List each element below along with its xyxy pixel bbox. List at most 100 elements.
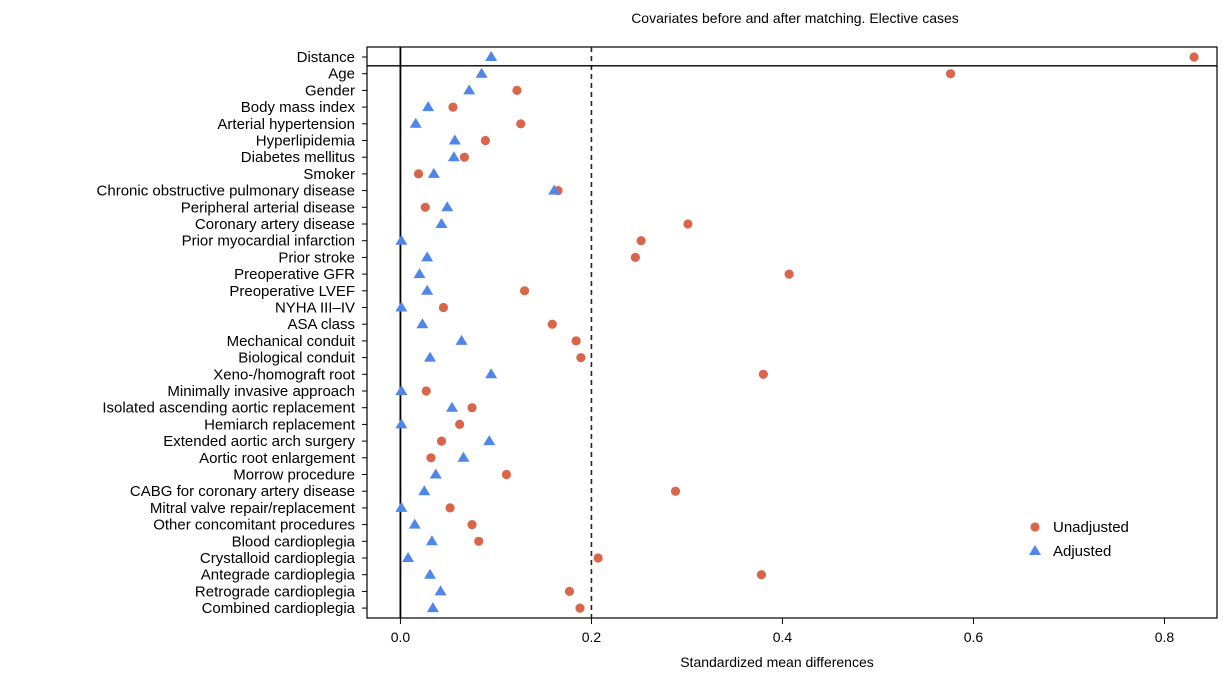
y-tick-label: Antegrade cardioplegia [201,567,356,584]
point-unadjusted [576,353,586,363]
point-adjusted [446,401,458,412]
y-tick-label: Other concomitant procedures [153,517,355,534]
point-unadjusted [448,102,458,112]
y-tick-label: Diabetes mellitus [241,149,355,166]
point-adjusted [435,218,448,228]
point-adjusted [455,334,468,345]
point-adjusted [395,418,408,429]
point-unadjusted [564,586,575,597]
y-tick-label: Preoperative LVEF [229,283,355,300]
x-tick-label: 0.4 [773,629,793,645]
data-points [395,51,1199,613]
x-tick-label: 0.8 [1155,629,1175,645]
point-unadjusted [436,436,447,446]
y-tick-label: ASA class [287,316,355,333]
y-tick-label: Age [328,66,355,83]
x-tick-label: 0.2 [582,629,602,645]
point-unadjusted [571,336,581,346]
legend-marker-unadjusted [1030,522,1040,532]
point-adjusted [395,301,408,312]
point-adjusted [548,184,561,195]
point-unadjusted [474,536,484,546]
y-tick-label: Crystalloid cardioplegia [200,550,356,567]
y-tick-label: Combined cardioplegia [202,600,356,617]
point-unadjusted [512,85,522,95]
y-tick-label: Peripheral arterial disease [181,199,355,216]
point-unadjusted [480,135,491,146]
point-unadjusted [683,219,693,229]
y-tick-label: Smoker [303,166,355,183]
point-unadjusted [467,403,477,413]
point-unadjusted [593,553,603,563]
y-tick-label: Extended aortic arch surgery [163,433,355,450]
point-adjusted [448,134,461,145]
point-unadjusted [455,419,465,429]
point-unadjusted [438,302,449,313]
y-tick-label: Biological conduit [238,350,356,367]
y-tick-label: NYHA III–IV [275,300,355,317]
y-tick-label: Distance [297,49,355,66]
y-tick-label: Blood cardioplegia [232,533,356,550]
point-unadjusted [519,286,530,296]
point-adjusted [424,351,437,362]
point-unadjusted [426,453,436,463]
y-tick-label: Prior stroke [278,249,355,266]
point-unadjusted [756,570,767,580]
y-tick-label: Preoperative GFR [234,266,355,283]
point-adjusted [441,201,454,212]
point-adjusted [395,385,408,395]
y-tick-label: Morrow procedure [233,467,355,484]
point-adjusted [395,501,408,512]
legend-marker-adjusted [1029,545,1041,555]
y-tick-label: Mitral valve repair/replacement [150,500,356,517]
chart-title: Covariates before and after matching. El… [631,10,959,26]
reference-lines [367,47,1217,618]
y-tick-label: Retrograde cardioplegia [195,583,356,600]
point-unadjusted [945,69,956,79]
point-adjusted [485,368,498,379]
point-unadjusted [547,319,557,329]
point-adjusted [413,268,426,279]
point-unadjusted [421,386,431,396]
legend-label-unadjusted: Unadjusted [1053,519,1129,536]
legend: Unadjusted Adjusted [1029,519,1129,560]
x-axis: 0.0 0.2 0.4 0.6 0.8 [391,618,1175,645]
y-tick-label: Coronary artery disease [195,216,355,233]
point-adjusted [416,318,429,329]
point-adjusted [409,117,422,128]
point-unadjusted [459,152,470,162]
x-tick-label: 0.6 [964,629,984,645]
y-tick-label: Arterial hypertension [217,116,355,133]
y-tick-label: Aortic root enlargement [199,450,356,467]
point-adjusted [447,151,460,162]
point-adjusted [421,284,434,295]
point-adjusted [463,84,476,95]
point-adjusted [485,51,498,61]
plot-frame [366,46,1218,619]
y-tick-label: Body mass index [241,99,356,116]
point-adjusted [424,568,437,579]
point-adjusted [418,485,431,496]
point-adjusted [434,585,447,596]
point-adjusted [402,552,415,562]
y-tick-label: CABG for coronary artery disease [130,483,355,500]
point-adjusted [427,167,440,178]
y-tick-label: Chronic obstructive pulmonary disease [97,183,355,200]
point-adjusted [421,251,434,262]
point-adjusted [483,435,496,446]
point-adjusted [426,602,439,613]
y-tick-label: Isolated ascending aortic replacement [102,400,355,417]
point-unadjusted [630,252,640,262]
x-tick-label: 0.0 [391,629,411,645]
point-adjusted [425,535,438,546]
legend-label-adjusted: Adjusted [1053,543,1111,560]
point-unadjusted [636,236,646,246]
point-unadjusted [1189,52,1199,62]
point-adjusted [429,468,442,479]
point-adjusted [408,518,421,529]
point-unadjusted [501,469,512,480]
y-tick-label: Hemiarch replacement [204,416,356,433]
